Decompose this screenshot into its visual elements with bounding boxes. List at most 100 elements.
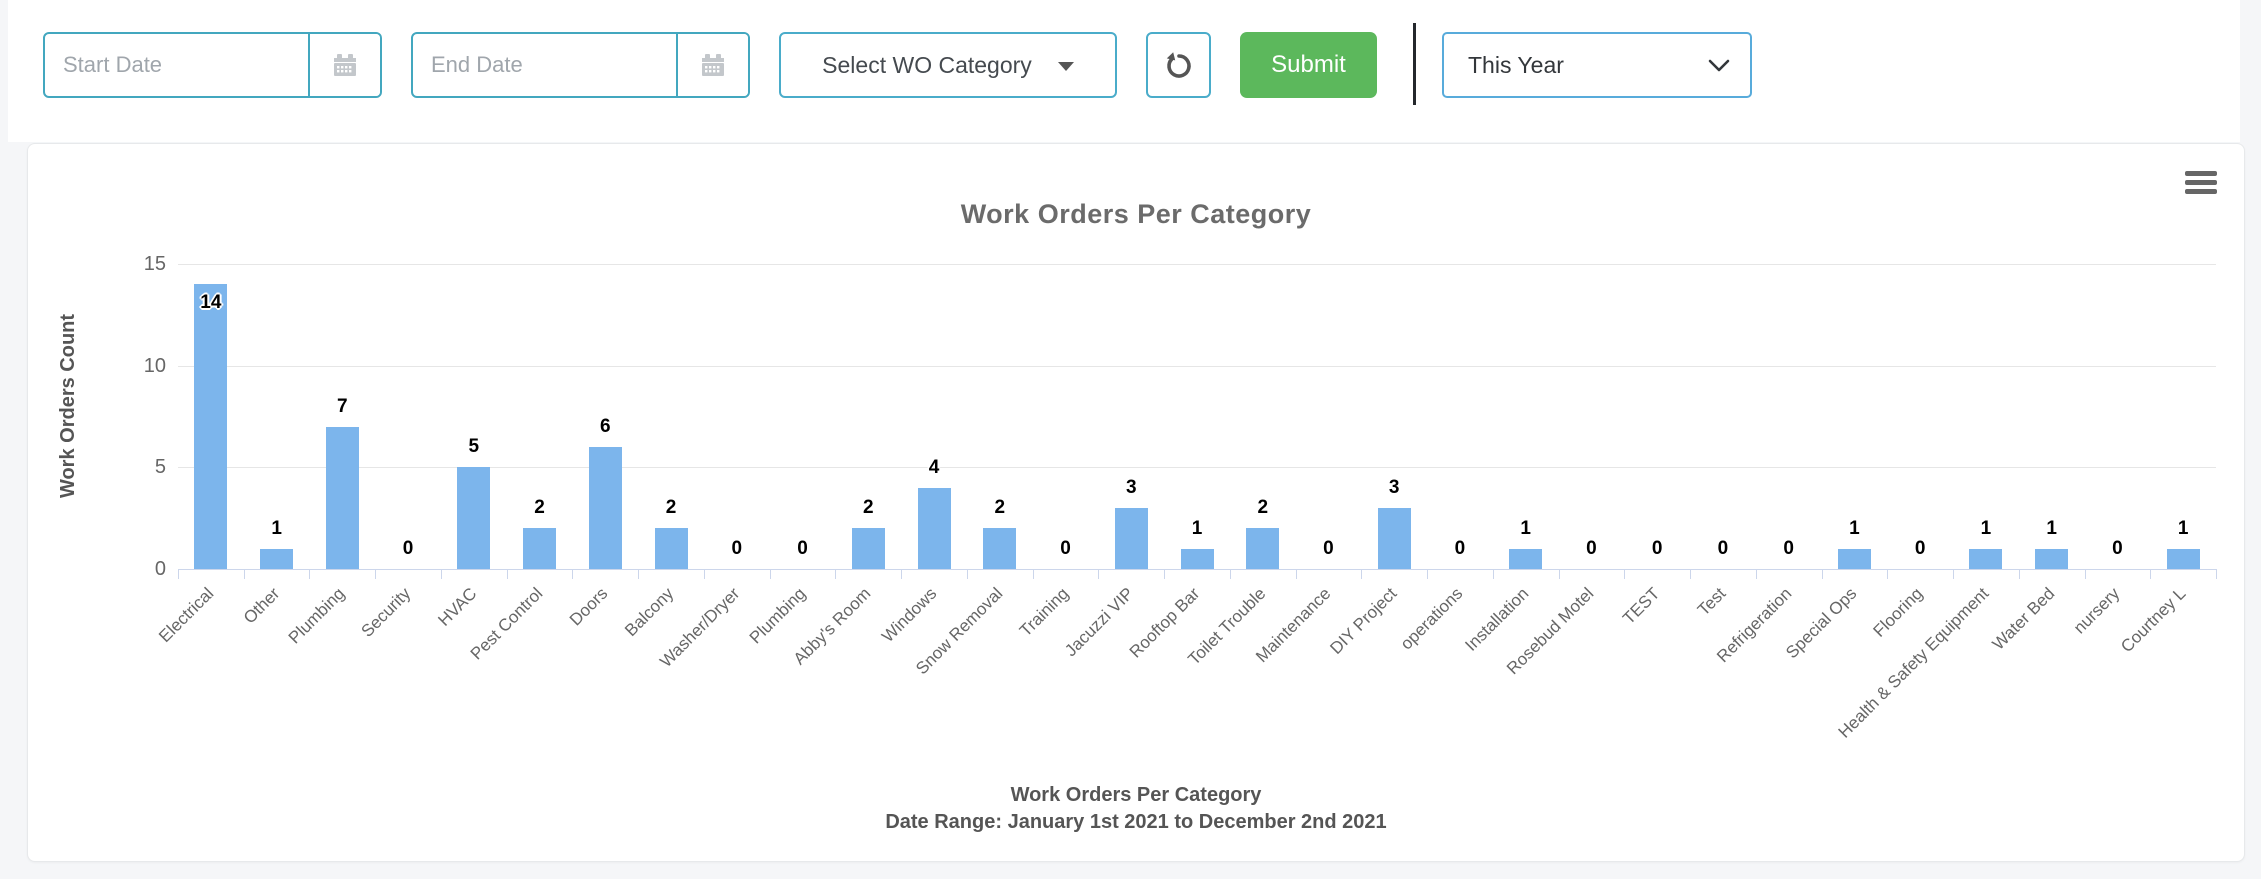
y-axis-tick-label: 0 <box>154 558 166 580</box>
bar-value-label: 0 <box>2112 538 2123 559</box>
bar[interactable] <box>1114 508 1148 569</box>
bar-value-label: 1 <box>271 517 282 539</box>
end-date-calendar-button[interactable] <box>676 34 748 96</box>
bar[interactable] <box>588 447 622 569</box>
x-axis-tick <box>2150 569 2152 579</box>
x-axis-tick <box>572 569 574 579</box>
x-axis-tick <box>1953 569 1955 579</box>
refresh-button[interactable] <box>1146 32 1211 98</box>
x-axis-tick <box>1887 569 1889 579</box>
bar-value-label: 0 <box>1717 538 1729 559</box>
hamburger-menu-icon <box>2185 180 2217 185</box>
x-axis-tick <box>1558 569 1560 579</box>
bar-value-label: 3 <box>1388 477 1400 498</box>
x-axis-tick <box>1821 569 1823 579</box>
bar[interactable] <box>2166 548 2200 569</box>
plot-area: 0 5 10 15 14 Electrical 1 Other 7 Plumbing 0 Securi… <box>28 144 2246 863</box>
bar-value-label: 1 <box>1520 517 1531 539</box>
bar-value-label: 2 <box>534 497 545 519</box>
bar-value-label: 1 <box>1980 517 1992 539</box>
bar-value-label: 0 <box>1454 538 1466 559</box>
filter-toolbar: Select WO Category Submit This Year <box>8 0 2240 142</box>
gridline <box>178 467 2216 469</box>
end-date-group <box>411 32 750 98</box>
start-date-calendar-button[interactable] <box>308 34 380 96</box>
bar[interactable] <box>457 467 491 569</box>
chart-menu-button[interactable] <box>2185 171 2217 194</box>
bar[interactable] <box>1509 548 1543 569</box>
period-select[interactable]: This Year <box>1442 32 1752 98</box>
y-axis-tick-label: 15 <box>143 253 166 275</box>
bar-value-label: 1 <box>1849 517 1860 539</box>
bar-value-label: 0 <box>1323 538 1334 559</box>
x-axis-tick <box>2084 569 2086 579</box>
bar[interactable] <box>851 528 885 569</box>
bar-value-label: 0 <box>1586 538 1597 559</box>
x-axis-tick <box>1098 569 1100 579</box>
bar[interactable] <box>654 528 688 569</box>
bar[interactable] <box>260 548 294 569</box>
bar[interactable] <box>1837 548 1871 569</box>
bar-value-label: 0 <box>1914 538 1926 559</box>
bar-value-label: 6 <box>600 416 611 437</box>
refresh-icon <box>1166 52 1191 78</box>
x-axis-tick <box>178 569 179 579</box>
period-select-value: This Year <box>1468 51 1564 78</box>
wo-category-dropdown[interactable]: Select WO Category <box>779 32 1117 98</box>
x-axis-tick <box>1755 569 1757 579</box>
x-axis-tick <box>1229 569 1231 579</box>
caret-down-icon <box>1057 62 1074 71</box>
bar-value-label: 4 <box>928 456 940 478</box>
x-axis-tick <box>1032 569 1034 579</box>
bar-value-label: 1 <box>2046 517 2057 539</box>
end-date-input[interactable] <box>413 34 676 96</box>
x-axis-tick <box>2216 569 2217 579</box>
x-axis-tick <box>506 569 508 579</box>
bar[interactable] <box>917 487 951 569</box>
calendar-icon <box>334 54 356 76</box>
x-axis-tick <box>1492 569 1494 579</box>
x-axis-tick <box>769 569 771 579</box>
chart-title: Work Orders Per Category <box>960 199 1312 229</box>
bar[interactable] <box>2035 548 2069 569</box>
x-axis-tick <box>1164 569 1166 579</box>
start-date-input[interactable] <box>45 34 308 96</box>
caption-line-2: Date Range: January 1st 2021 to December… <box>885 811 1387 833</box>
x-axis-tick <box>1427 569 1429 579</box>
bar-value-label: 2 <box>994 497 1006 519</box>
chart-caption: Work Orders Per Category Date Range: Jan… <box>28 782 2244 836</box>
bar-value-label: 14 <box>200 292 222 314</box>
y-axis-tick-label: 10 <box>143 354 166 377</box>
x-axis-tick <box>1295 569 1297 579</box>
x-axis-tick <box>309 569 311 579</box>
x-axis-tick <box>1690 569 1692 579</box>
bar[interactable] <box>1246 528 1280 569</box>
bar-value-label: 0 <box>1783 538 1794 559</box>
bar[interactable] <box>194 284 228 569</box>
bar[interactable] <box>1180 548 1214 569</box>
gridline <box>178 264 2216 265</box>
bar-value-label: 0 <box>797 538 808 559</box>
bar-value-label: 2 <box>1257 497 1269 519</box>
bar[interactable] <box>1377 508 1411 569</box>
x-axis-tick <box>638 569 640 579</box>
bar[interactable] <box>325 426 359 569</box>
x-axis-tick <box>1624 569 1626 579</box>
bar-value-label: 3 <box>1125 477 1137 498</box>
x-axis-tick <box>375 569 377 579</box>
bar-value-label: 2 <box>665 497 677 519</box>
x-axis-tick <box>901 569 903 579</box>
bar[interactable] <box>983 528 1017 569</box>
x-axis-tick <box>703 569 705 579</box>
bar-value-label: 0 <box>402 538 414 559</box>
bar-value-label: 5 <box>468 436 480 458</box>
y-axis-tick-label: 5 <box>154 456 166 479</box>
submit-button[interactable]: Submit <box>1240 32 1377 98</box>
bar[interactable] <box>1969 548 2003 569</box>
chevron-down-icon <box>1708 59 1730 71</box>
wo-category-dropdown-label: Select WO Category <box>822 51 1032 78</box>
x-axis-tick <box>835 569 837 579</box>
bar[interactable] <box>523 528 557 569</box>
bar-value-label: 0 <box>1060 538 1071 559</box>
caption-line-1: Work Orders Per Category <box>1010 784 1262 806</box>
